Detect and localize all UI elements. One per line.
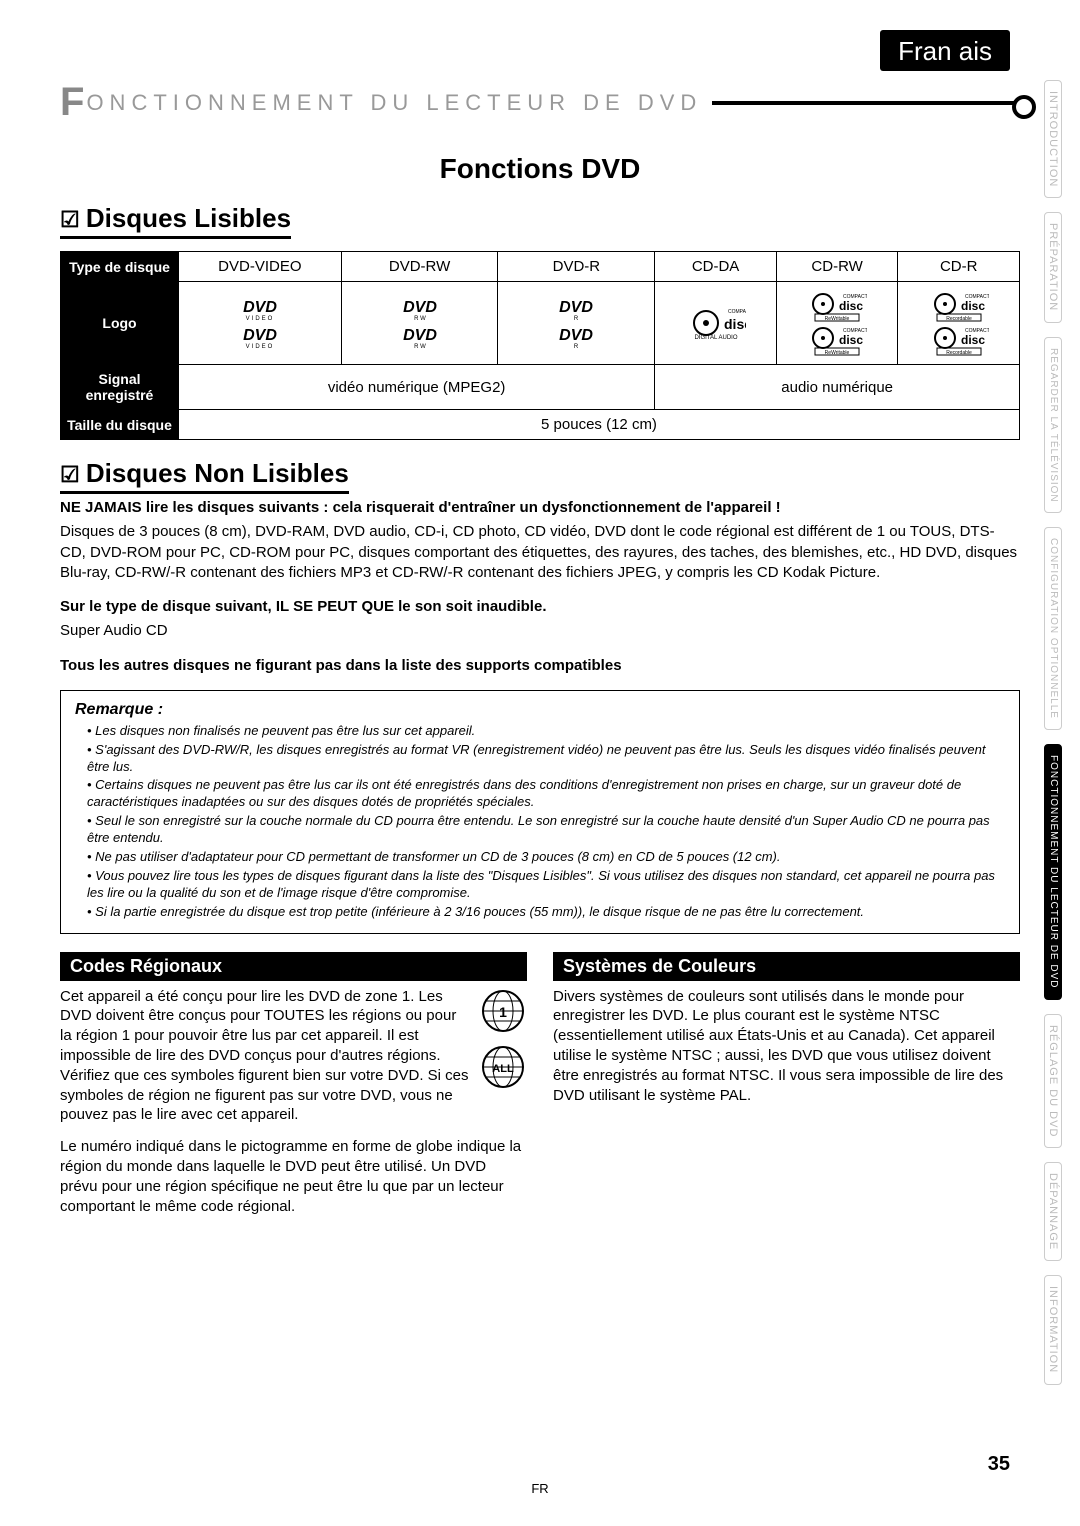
svg-text:disc: disc: [839, 299, 863, 313]
row-header: Logo: [61, 282, 179, 365]
svg-text:DVD: DVD: [559, 327, 593, 344]
note-item: Certains disques ne peuvent pas être lus…: [87, 777, 1005, 811]
unplayable-body: NE JAMAIS lire les disques suivants : ce…: [60, 498, 1020, 676]
row-header: Taille du disque: [61, 410, 179, 440]
logo-cd-da: COMPACTdisc DIGITAL AUDIO: [655, 282, 777, 365]
regional-header: Codes Régionaux: [60, 952, 527, 981]
note-item: Ne pas utiliser d'adaptateur pour CD per…: [87, 849, 1005, 866]
row-header: Signal enregistré: [61, 365, 179, 410]
cell-size: 5 pouces (12 cm): [179, 410, 1020, 440]
logo-dvd-r: DVDR DVDR: [498, 282, 655, 365]
note-item: Les disques non finalisés ne peuvent pas…: [87, 723, 1005, 740]
cell-signal-video: vidéo numérique (MPEG2): [179, 365, 655, 410]
note-item: Si la partie enregistrée du disque est t…: [87, 904, 1005, 921]
cell: DVD-RW: [341, 252, 498, 282]
table-row: Signal enregistré vidéo numérique (MPEG2…: [61, 365, 1020, 410]
regional-p2: Le numéro indiqué dans le pictogramme en…: [60, 1137, 527, 1216]
svg-text:VIDEO: VIDEO: [246, 344, 275, 350]
svg-text:disc: disc: [961, 333, 985, 347]
svg-text:R: R: [574, 316, 579, 322]
svg-text:DVD: DVD: [559, 299, 593, 316]
side-tab-troubleshoot[interactable]: DÉPANNAGE: [1044, 1162, 1062, 1261]
cell: DVD-VIDEO: [179, 252, 342, 282]
breadcrumb-first-letter: F: [60, 80, 86, 125]
disc-table: Type de disque DVD-VIDEO DVD-RW DVD-R CD…: [60, 251, 1020, 440]
svg-text:disc: disc: [839, 333, 863, 347]
cell: DVD-R: [498, 252, 655, 282]
note-item: Vous pouvez lire tous les types de disqu…: [87, 868, 1005, 902]
svg-text:disc: disc: [724, 316, 746, 332]
side-tab-preparation[interactable]: PRÉPARATION: [1044, 212, 1062, 322]
table-row: Type de disque DVD-VIDEO DVD-RW DVD-R CD…: [61, 252, 1020, 282]
table-row: Taille du disque 5 pouces (12 cm): [61, 410, 1020, 440]
regional-codes-section: Codes Régionaux 1 ALL Cet appareil a été…: [60, 952, 527, 1217]
side-tab-dvd-operation[interactable]: FONCTIONNEMENT DU LECTEUR DE DVD: [1044, 744, 1062, 1000]
svg-text:ALL: ALL: [492, 1063, 514, 1075]
svg-text:R W: R W: [414, 344, 426, 350]
side-tab-config[interactable]: CONFIGURATION OPTIONNELLE: [1044, 527, 1062, 730]
other-discs-bold: Tous les autres disques ne figurant pas …: [60, 656, 1020, 676]
warning-line: NE JAMAIS lire les disques suivants : ce…: [60, 498, 1020, 518]
side-tabs: INTRODUCTION PRÉPARATION REGARDER LA TÉL…: [1044, 80, 1062, 1385]
logo-cd-r: COMPACTdiscRecordable COMPACTdiscRecorda…: [898, 282, 1020, 365]
svg-text:DIGITAL AUDIO: DIGITAL AUDIO: [694, 335, 737, 341]
svg-text:COMPACT: COMPACT: [728, 309, 746, 315]
maybe-inaudible-bold: Sur le type de disque suivant, IL SE PEU…: [60, 597, 1020, 617]
page-title: Fonctions DVD: [60, 153, 1020, 185]
breadcrumb: F ONCTIONNEMENT DU LECTEUR DE DVD: [60, 80, 1020, 125]
svg-text:VIDEO: VIDEO: [246, 316, 275, 322]
logo-dvd-rw: DVDR W DVDR W: [341, 282, 498, 365]
note-item: S'agissant des DVD-RW/R, les disques enr…: [87, 742, 1005, 776]
side-tab-information[interactable]: INFORMATION: [1044, 1275, 1062, 1384]
colors-header: Systèmes de Couleurs: [553, 952, 1020, 981]
globe-1-icon: 1: [479, 987, 527, 1035]
svg-text:ReWritable: ReWritable: [825, 350, 850, 356]
side-tab-dvd-setting[interactable]: RÉGLAGE DU DVD: [1044, 1014, 1062, 1148]
unplayable-text: Disques de 3 pouces (8 cm), DVD-RAM, DVD…: [60, 522, 1020, 583]
cell: CD-RW: [776, 252, 898, 282]
cell-signal-audio: audio numérique: [655, 365, 1020, 410]
svg-text:1: 1: [499, 1004, 507, 1020]
side-tab-introduction[interactable]: INTRODUCTION: [1044, 80, 1062, 198]
note-title: Remarque :: [75, 701, 1005, 719]
page-number: 35: [988, 1453, 1010, 1476]
colors-p1: Divers systèmes de couleurs sont utilisé…: [553, 987, 1020, 1106]
cell: CD-DA: [655, 252, 777, 282]
svg-text:DVD: DVD: [403, 327, 437, 344]
maybe-inaudible-item: Super Audio CD: [60, 621, 1020, 641]
side-tab-tv[interactable]: REGARDER LA TÉLÉVISION: [1044, 337, 1062, 514]
svg-text:ReWritable: ReWritable: [825, 316, 850, 322]
language-tab: Fran ais: [880, 30, 1010, 71]
note-item: Seul le son enregistré sur la couche nor…: [87, 813, 1005, 847]
regional-p1: Cet appareil a été conçu pour lire les D…: [60, 987, 527, 1126]
logo-dvd-video: DVDVIDEO DVDVIDEO: [179, 282, 342, 365]
svg-text:disc: disc: [961, 299, 985, 313]
cell: CD-R: [898, 252, 1020, 282]
breadcrumb-text: ONCTIONNEMENT DU LECTEUR DE DVD: [86, 90, 702, 116]
svg-text:DVD: DVD: [243, 327, 277, 344]
globe-icons: 1 ALL: [479, 987, 527, 1099]
svg-text:R W: R W: [414, 316, 426, 322]
svg-text:R: R: [574, 344, 579, 350]
section-playable-heading: Disques Lisibles: [60, 203, 291, 239]
svg-text:Recordable: Recordable: [946, 350, 972, 356]
color-systems-section: Systèmes de Couleurs Divers systèmes de …: [553, 952, 1020, 1217]
page-lang-code: FR: [531, 1481, 548, 1496]
row-header: Type de disque: [61, 252, 179, 282]
svg-text:DVD: DVD: [243, 299, 277, 316]
svg-text:DVD: DVD: [403, 299, 437, 316]
globe-all-icon: ALL: [479, 1043, 527, 1091]
logo-cd-rw: COMPACTdiscReWritable COMPACTdiscReWrita…: [776, 282, 898, 365]
breadcrumb-line: [712, 101, 1020, 105]
section-unplayable-heading: Disques Non Lisibles: [60, 458, 349, 494]
note-box: Remarque : Les disques non finalisés ne …: [60, 690, 1020, 934]
table-row: Logo DVDVIDEO DVDVIDEO DVDR W DVDR W DVD…: [61, 282, 1020, 365]
svg-text:Recordable: Recordable: [946, 316, 972, 322]
